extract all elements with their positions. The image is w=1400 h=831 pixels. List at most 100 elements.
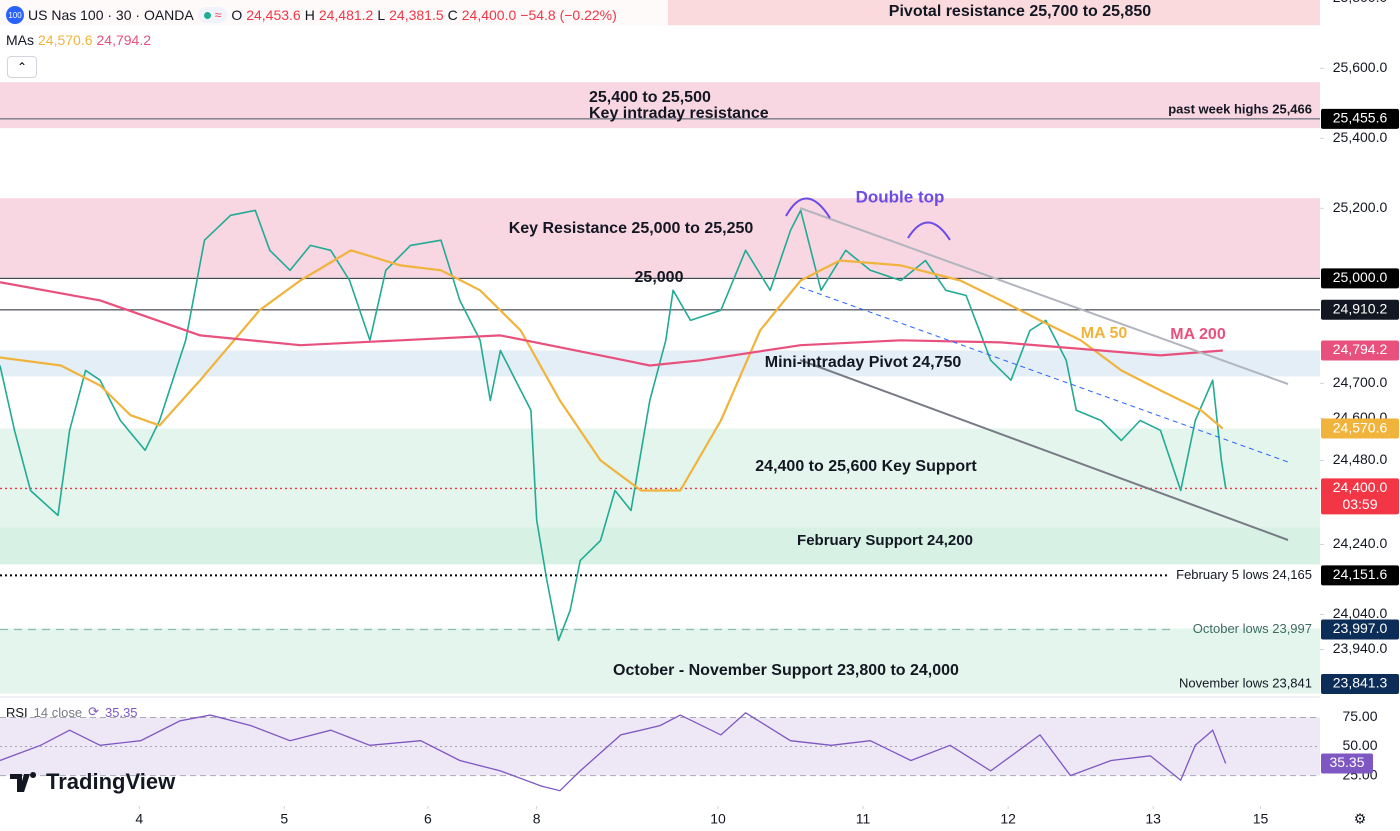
ma-label: MAs xyxy=(6,32,34,48)
y-tick-label: 50.00 xyxy=(1342,737,1377,753)
x-tick-label: 12 xyxy=(1000,811,1016,827)
rsi-pane xyxy=(0,711,1320,792)
rsi-params: 14 close xyxy=(33,704,83,720)
y-tick-label: 25,800.0 xyxy=(1333,0,1388,5)
logo-text: TradingView xyxy=(46,769,176,794)
price-tag-label: 25,000.0 xyxy=(1333,269,1388,285)
level-note: February 5 lows 24,165 xyxy=(1176,567,1312,582)
moving-average xyxy=(0,281,1223,367)
rsi-line xyxy=(0,711,1227,792)
settings-icon: ⚙ xyxy=(1354,811,1367,827)
symbol[interactable]: US Nas 100 · 30 · OANDA xyxy=(28,7,194,23)
status-pill[interactable]: ≈ xyxy=(197,7,228,23)
y-tick-label: 25,600.0 xyxy=(1333,59,1388,75)
level-note: 25,000 xyxy=(635,269,684,286)
zone xyxy=(0,428,1320,528)
price-tag-label: 23,841.3 xyxy=(1333,675,1388,691)
ohlc-value: 24,481.2 xyxy=(318,7,374,23)
price-tag xyxy=(1321,565,1399,586)
levels: past week highs 25,466 February 5 lows 24… xyxy=(0,101,1320,690)
symbol-badge: 100 xyxy=(6,6,24,24)
zone xyxy=(0,628,1320,694)
y-tick-label: 25,200.0 xyxy=(1333,199,1388,215)
ohlc-value: 24,400.0 xyxy=(461,7,517,23)
price-tag xyxy=(1321,753,1373,774)
ohlc: O 24,453.6 H 24,481.2 L 24,381.5 C 24,400.0 xyxy=(231,7,516,23)
price-tag-label: 24,151.6 xyxy=(1333,566,1388,582)
drawings xyxy=(785,197,1289,541)
x-tick-label: 5 xyxy=(280,811,288,827)
rsi-icon[interactable]: ⟳ xyxy=(88,704,99,719)
zone xyxy=(0,527,1320,565)
price-tag xyxy=(1321,674,1399,695)
y-tick-label: 24,240.0 xyxy=(1333,535,1388,551)
y-tick-label: 24,040.0 xyxy=(1333,605,1388,621)
trend-line xyxy=(799,359,1289,541)
price-tag xyxy=(1321,268,1399,289)
logo-mark xyxy=(10,772,37,792)
x-tick-label: 11 xyxy=(856,811,871,827)
symbol-row: 100 US Nas 100 · 30 · OANDA ≈ O 24,453.6 H… xyxy=(6,6,617,24)
price-tag xyxy=(1321,478,1399,515)
rsi-value: 35.35 xyxy=(105,704,138,720)
price-tag-label: 24,400.0 xyxy=(1333,479,1388,495)
x-tick-label: 13 xyxy=(1145,811,1161,827)
price-tag-label: 24,794.2 xyxy=(1333,341,1388,357)
price-tag xyxy=(1321,340,1399,361)
price-tag-label: 23,997.0 xyxy=(1333,620,1388,636)
price-tag-label: 24,570.6 xyxy=(1333,419,1388,435)
zone-label: Mini-intraday Pivot 24,750 xyxy=(765,354,962,371)
top-arc xyxy=(907,221,951,241)
trend-line xyxy=(799,286,1289,463)
top-arc xyxy=(785,197,831,219)
y-tick-label: 24,700.0 xyxy=(1333,374,1388,390)
price-tag xyxy=(1321,108,1399,129)
x-tick-label: 10 xyxy=(710,811,726,827)
logo: TradingView xyxy=(10,769,176,794)
y-tick-label: 25,400.0 xyxy=(1333,129,1388,145)
ma-row: MAs 24,570.6 24,794.2 xyxy=(6,32,151,48)
x-tick-label: 4 xyxy=(135,811,143,827)
pattern-label: Double top xyxy=(856,187,945,206)
moving-average xyxy=(0,249,1224,492)
ohlc-value: 24,381.5 xyxy=(389,7,444,23)
zone xyxy=(0,198,1320,278)
ohlc-key: L xyxy=(377,7,386,23)
series xyxy=(0,209,1227,642)
price-tag-label: 24,910.2 xyxy=(1333,300,1388,316)
zone-label: October - November Support 23,800 to 24,… xyxy=(613,662,959,679)
ohlc-key: C xyxy=(447,7,458,23)
series-label: MA 50 xyxy=(1081,325,1128,342)
series-label: MA 200 xyxy=(1170,326,1226,343)
price-tags: 25,455.6 25,000.0 24,910.2 24,400.003:59 24,… xyxy=(1321,108,1399,774)
zone-label: 24,400 to 25,600 Key Support xyxy=(755,458,977,475)
level-note: November lows 23,841 xyxy=(1179,675,1312,690)
trend-line xyxy=(799,207,1289,385)
ohlc-key: O xyxy=(231,7,243,23)
ma-value: 24,570.6 xyxy=(38,32,93,48)
countdown: 03:59 xyxy=(1342,496,1377,512)
price-tag xyxy=(1321,299,1399,320)
ma-value: 24,794.2 xyxy=(96,32,152,48)
zone xyxy=(0,82,1320,129)
zone-label: Key Resistance 25,000 to 25,250 xyxy=(509,220,754,237)
change: −54.8 (−0.22%) xyxy=(520,7,617,23)
y-tick-label: 75.00 xyxy=(1342,708,1377,724)
x-tick-label: 6 xyxy=(424,811,432,827)
zone-label: February Support 24,200 xyxy=(797,532,973,549)
rsi-header: RSI 14 close ⟳ 35.35 xyxy=(6,704,138,720)
y-tick-label: 23,940.0 xyxy=(1333,640,1388,656)
rsi-title: RSI xyxy=(6,704,28,720)
x-tick-label: 15 xyxy=(1253,811,1269,827)
level-note: past week highs 25,466 xyxy=(1168,101,1312,116)
zone-label: 25,400 to 25,500 xyxy=(589,89,711,106)
collapse-button[interactable]: ⌃ xyxy=(7,56,37,78)
zone-label: Key intraday resistance xyxy=(589,105,769,122)
ohlc-key: H xyxy=(304,7,315,23)
zone-label: Pivotal resistance 25,700 to 25,850 xyxy=(889,3,1151,20)
y-tick-label: 24,480.0 xyxy=(1333,451,1388,467)
price-tag xyxy=(1321,418,1399,439)
price-tag xyxy=(1321,619,1399,640)
